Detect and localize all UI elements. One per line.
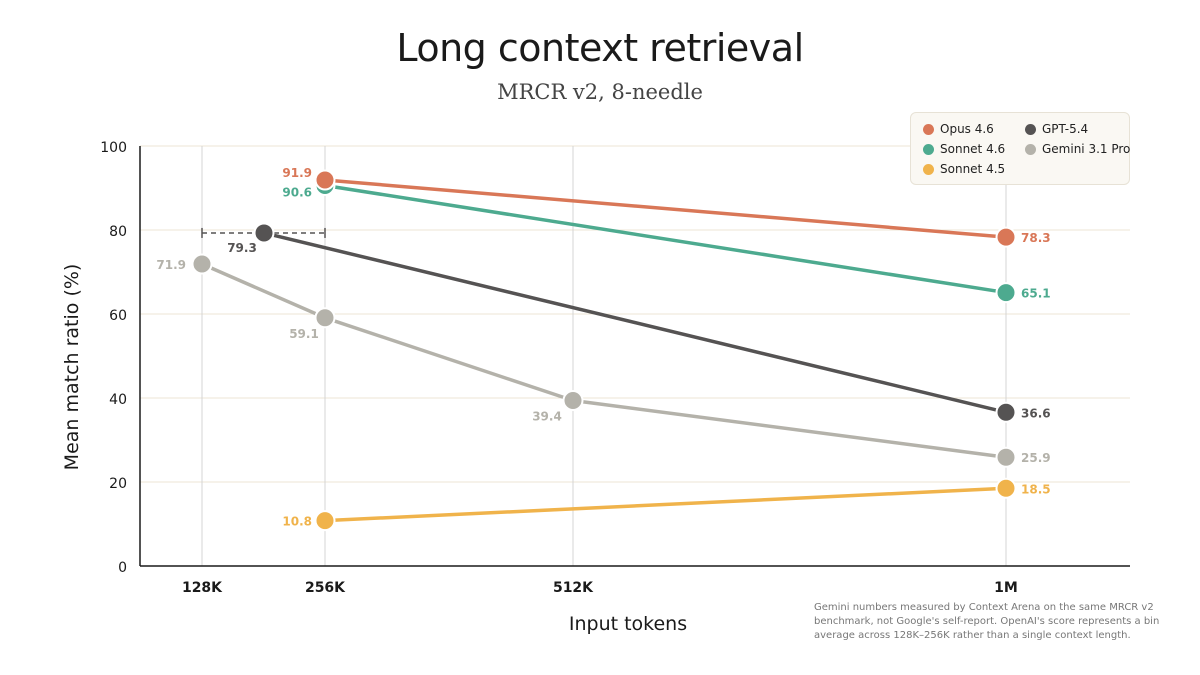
data-point-opus-4-6 xyxy=(995,226,1017,248)
legend-label: Sonnet 4.5 xyxy=(940,162,1006,176)
data-point-sonnet-4-5 xyxy=(314,510,336,532)
data-label-sonnet-4-5: 10.8 xyxy=(282,515,312,529)
legend-swatch xyxy=(1025,143,1036,155)
y-tick-label: 0 xyxy=(118,560,127,576)
data-label-opus-4-6: 91.9 xyxy=(282,166,312,180)
footnote: Gemini numbers measured by Context Arena… xyxy=(814,602,1160,641)
data-point-sonnet-4-5 xyxy=(995,477,1017,499)
data-label-gemini-3-1-pro: 71.9 xyxy=(156,258,186,272)
series-line-sonnet-4-6 xyxy=(324,183,1007,295)
legend-label: Gemini 3.1 Pro xyxy=(1042,142,1131,156)
legend-label: Sonnet 4.6 xyxy=(940,142,1006,156)
data-point-gemini-3-1-pro xyxy=(191,253,213,275)
data-point-gemini-3-1-pro xyxy=(995,446,1017,468)
legend-swatch xyxy=(923,143,934,155)
series-line-opus-4-6 xyxy=(324,178,1007,239)
data-label-sonnet-4-6: 90.6 xyxy=(282,185,312,199)
data-point-sonnet-4-6 xyxy=(995,282,1017,304)
y-tick-label: 100 xyxy=(100,140,127,156)
data-point-gemini-3-1-pro xyxy=(562,390,584,412)
series-line-sonnet-4-5 xyxy=(324,486,1007,523)
legend-swatch xyxy=(923,163,934,175)
x-axis-label: Input tokens xyxy=(569,613,687,635)
x-tick-label: 128K xyxy=(182,580,223,596)
legend-item-sonnet-4-5: Sonnet 4.5 xyxy=(923,162,1005,176)
legend-label: Opus 4.6 xyxy=(940,122,994,136)
chart-title: Long context retrieval xyxy=(396,26,804,70)
y-tick-label: 20 xyxy=(109,476,127,492)
legend-item-sonnet-4-6: Sonnet 4.6 xyxy=(923,142,1005,156)
data-label-gemini-3-1-pro: 39.4 xyxy=(532,410,562,424)
chart-subtitle: MRCR v2, 8-needle xyxy=(497,80,703,104)
data-label-sonnet-4-5: 18.5 xyxy=(1021,482,1051,496)
data-label-gemini-3-1-pro: 25.9 xyxy=(1021,451,1051,465)
y-tick-label: 80 xyxy=(109,224,127,240)
data-point-gpt-5-4 xyxy=(253,222,275,244)
legend-item-gpt-5-4: GPT-5.4 xyxy=(1025,122,1088,136)
data-label-gpt-5-4: 36.6 xyxy=(1021,406,1051,420)
legend-label: GPT-5.4 xyxy=(1042,122,1089,136)
legend-item-opus-4-6: Opus 4.6 xyxy=(923,122,994,136)
data-label-gpt-5-4: 79.3 xyxy=(227,241,257,255)
series-line-gpt-5-4 xyxy=(263,231,1007,414)
legend: Opus 4.6 Sonnet 4.6 Sonnet 4.5 GPT-5.4 G… xyxy=(910,112,1130,185)
data-point-opus-4-6 xyxy=(314,169,336,191)
legend-item-gemini-3-1-pro: Gemini 3.1 Pro xyxy=(1025,142,1130,156)
y-tick-label: 40 xyxy=(109,392,127,408)
y-tick-label: 60 xyxy=(109,308,127,324)
x-tick-label: 256K xyxy=(305,580,346,596)
data-label-sonnet-4-6: 65.1 xyxy=(1021,287,1051,301)
data-point-gemini-3-1-pro xyxy=(314,307,336,329)
data-label-gemini-3-1-pro: 59.1 xyxy=(289,327,319,341)
x-tick-label: 1M xyxy=(994,580,1018,596)
x-tick-label: 512K xyxy=(553,580,594,596)
data-label-opus-4-6: 78.3 xyxy=(1021,231,1051,245)
y-axis-label: Mean match ratio (%) xyxy=(61,264,83,471)
data-point-gpt-5-4 xyxy=(995,401,1017,423)
series-line-gemini-3-1-pro xyxy=(201,262,1007,459)
legend-swatch xyxy=(1025,123,1036,135)
legend-swatch xyxy=(923,123,934,135)
